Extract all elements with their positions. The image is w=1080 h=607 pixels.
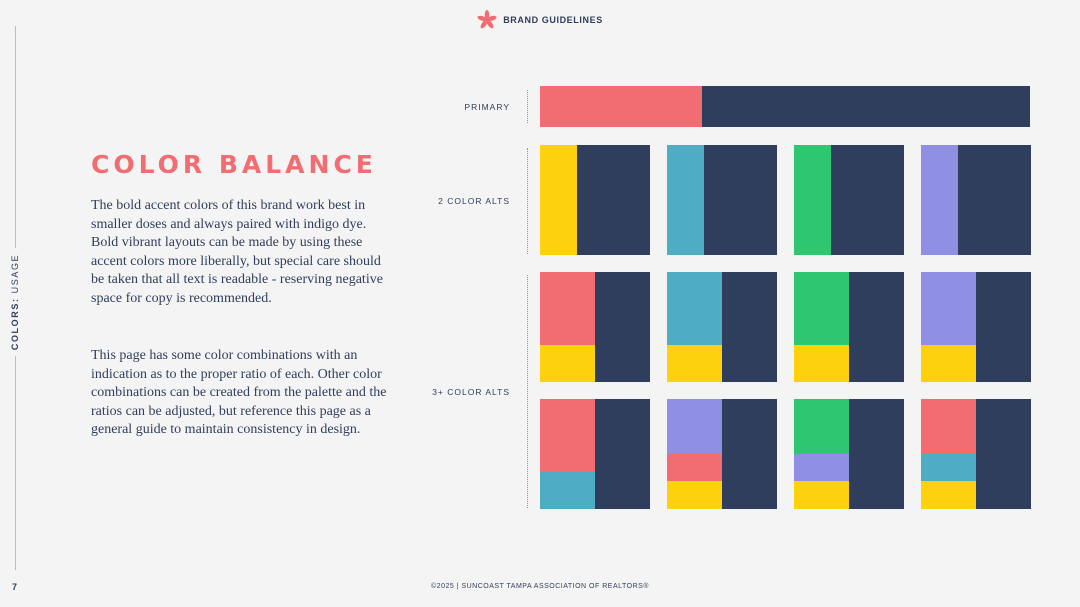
- two-color-swatch: [921, 145, 1031, 255]
- swatch-block-green: [794, 145, 831, 255]
- row-label-three-color: 3+ COLOR ALTS: [432, 387, 510, 397]
- swatch-block-lavender: [921, 145, 958, 255]
- swatch-block-yellow: [540, 145, 577, 255]
- swatch-block-yellow: [540, 345, 595, 382]
- swatch-block-teal: [667, 272, 722, 345]
- swatch-block-yellow: [667, 481, 722, 509]
- swatch-block-coral: [921, 399, 976, 454]
- swatch-block-lavender: [794, 454, 849, 481]
- section-label-bold: COLORS:: [10, 297, 20, 351]
- primary-swatch-accent: [540, 86, 702, 127]
- three-color-swatch: [540, 272, 650, 382]
- swatch-block-yellow: [794, 481, 849, 509]
- swatch-block-yellow: [921, 345, 976, 382]
- dotted-guide-two-color: [527, 148, 528, 254]
- swatch-block-coral: [540, 399, 595, 472]
- dotted-guide-three-color: [527, 275, 528, 508]
- section-label-rest: USAGE: [10, 253, 20, 298]
- three-color-swatch: [921, 399, 1031, 509]
- row-label-primary: PRIMARY: [464, 102, 510, 112]
- starburst-flower-icon: [477, 10, 497, 29]
- sidebar-rule-bottom: [15, 356, 16, 570]
- page-title: COLOR BALANCE: [91, 150, 377, 179]
- three-color-swatch: [921, 272, 1031, 382]
- two-color-swatch: [540, 145, 650, 255]
- body-paragraph-1: The bold accent colors of this brand wor…: [91, 198, 383, 306]
- section-label: COLORS: USAGE: [10, 254, 20, 350]
- swatch-block-green: [794, 272, 849, 345]
- primary-swatch: [540, 86, 1030, 127]
- row-label-two-color: 2 COLOR ALTS: [438, 196, 510, 206]
- page-footer: ©2025 | SUNCOAST TAMPA ASSOCIATION OF RE…: [431, 583, 649, 590]
- swatch-block-coral: [667, 454, 722, 481]
- swatch-block-green: [794, 399, 849, 454]
- three-color-swatch: [667, 399, 777, 509]
- body-paragraph-2: This page has some color combinations wi…: [91, 348, 387, 438]
- swatch-block-yellow: [921, 481, 976, 509]
- swatch-block-teal: [540, 472, 595, 509]
- header-title: BRAND GUIDELINES: [503, 15, 603, 25]
- swatch-block-yellow: [667, 345, 722, 382]
- swatch-block-lavender: [667, 399, 722, 454]
- three-color-swatch: [794, 272, 904, 382]
- swatch-block-lavender: [921, 272, 976, 345]
- swatch-block-coral: [540, 272, 595, 345]
- sidebar-rule-top: [15, 26, 16, 248]
- swatch-block-yellow: [794, 345, 849, 382]
- swatch-block-teal: [921, 454, 976, 481]
- page-number: 7: [12, 582, 18, 592]
- swatch-block-teal: [667, 145, 704, 255]
- two-color-swatch: [667, 145, 777, 255]
- page-header: BRAND GUIDELINES: [0, 10, 1080, 30]
- two-color-swatch: [794, 145, 904, 255]
- three-color-swatch: [667, 272, 777, 382]
- three-color-swatch: [540, 399, 650, 509]
- three-color-swatch: [794, 399, 904, 509]
- dotted-guide-primary: [527, 90, 528, 123]
